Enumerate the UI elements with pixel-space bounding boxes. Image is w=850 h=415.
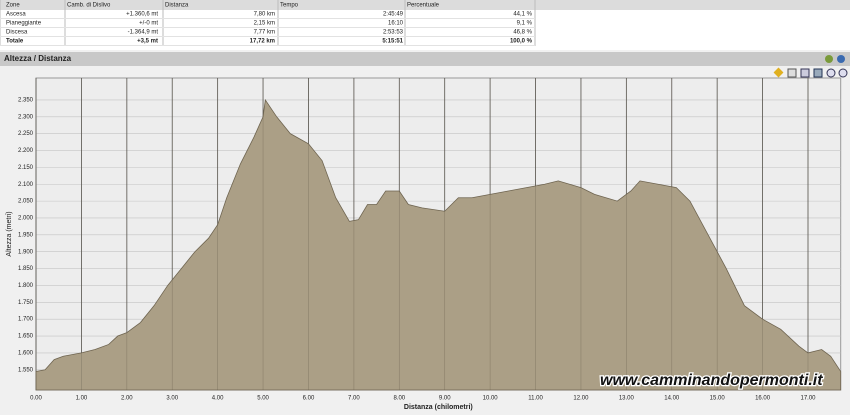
tool-icon[interactable] <box>800 68 810 78</box>
x-tick-label: 0.00 <box>30 396 42 402</box>
x-tick-label: 4.00 <box>212 396 224 402</box>
y-tick-label: 1.550 <box>18 367 34 373</box>
table-cell: +3,5 mt <box>137 39 158 45</box>
y-tick-label: 1.600 <box>18 350 34 356</box>
table-cell: 2:45:49 <box>383 12 404 18</box>
table-cell: 7,80 km <box>254 12 275 18</box>
table-header: Camb. di Dislivo <box>67 3 111 9</box>
y-tick-label: 1.800 <box>18 283 34 289</box>
table-cell: Pianeggiante <box>6 21 42 27</box>
y-tick-label: 2.100 <box>18 182 34 188</box>
table-cell: Discesa <box>6 30 28 36</box>
y-tick-label: 2.300 <box>18 114 34 120</box>
table-cell: 100,0 % <box>510 39 533 45</box>
x-tick-label: 3.00 <box>166 396 178 402</box>
table-cell: 5:15:51 <box>382 39 403 45</box>
y-tick-label: 1.650 <box>18 334 34 340</box>
y-tick-label: 2.000 <box>18 216 34 222</box>
table-cell: 44,1 % <box>513 12 532 18</box>
elevation-area <box>35 98 842 391</box>
y-tick-label: 2.150 <box>18 165 34 171</box>
x-tick-label: 5.00 <box>257 396 269 402</box>
table-cell: 9,1 % <box>517 21 533 27</box>
table-cell: 16:10 <box>388 21 404 27</box>
table-header-bg <box>0 0 850 10</box>
table-header: Tempo <box>280 3 299 9</box>
y-tick-label: 1.900 <box>18 249 34 255</box>
x-tick-label: 14.00 <box>664 396 680 402</box>
x-tick-label: 13.00 <box>619 396 635 402</box>
icon-button[interactable] <box>825 55 833 63</box>
table-header: Zone <box>6 3 20 9</box>
icon-button[interactable] <box>837 55 845 63</box>
x-tick-label: 10.00 <box>483 396 499 402</box>
tool-icon[interactable] <box>813 68 823 78</box>
x-tick-label: 17.00 <box>800 396 816 402</box>
tool-icon[interactable] <box>838 68 848 78</box>
toolbar <box>773 67 848 78</box>
tool-icon[interactable] <box>826 68 836 78</box>
y-tick-label: 2.350 <box>18 98 34 104</box>
table-cell: 7,77 km <box>254 30 275 36</box>
y-tick-label: 1.850 <box>18 266 34 272</box>
table-cell: Totale <box>6 39 24 45</box>
table-cell: +/-0 mt <box>139 21 158 27</box>
table-cell: 17,72 km <box>250 39 275 45</box>
table-header: Percentuale <box>407 3 440 9</box>
table-cell: Ascesa <box>6 12 26 18</box>
table-cell: -1.364,9 mt <box>128 30 159 36</box>
x-tick-label: 2.00 <box>121 396 133 402</box>
y-tick-label: 2.200 <box>18 148 34 154</box>
panel-titlebar <box>0 52 850 66</box>
x-tick-label: 12.00 <box>573 396 589 402</box>
x-tick-label: 1.00 <box>76 396 88 402</box>
x-tick-label: 6.00 <box>303 396 315 402</box>
y-axis-label: Altezza (metri) <box>6 211 13 256</box>
panel-title: Altezza / Distanza <box>4 54 72 63</box>
x-tick-label: 7.00 <box>348 396 360 402</box>
y-tick-label: 1.950 <box>18 232 34 238</box>
x-axis-label: Distanza (chilometri) <box>404 404 473 411</box>
table-cell: 2:53:53 <box>383 30 404 36</box>
y-tick-label: 2.250 <box>18 131 34 137</box>
x-tick-label: 11.00 <box>528 396 543 402</box>
y-tick-label: 1.700 <box>18 317 34 323</box>
tool-icon[interactable] <box>773 67 784 78</box>
tool-icon[interactable] <box>787 68 797 78</box>
y-tick-label: 2.050 <box>18 199 34 205</box>
x-tick-label: 9.00 <box>439 396 451 402</box>
x-tick-label: 15.00 <box>710 396 726 402</box>
table-cell: 2,15 km <box>254 21 275 27</box>
watermark: www.camminandopermonti.it <box>600 372 823 389</box>
x-tick-label: 16.00 <box>755 396 771 402</box>
table-cell: 46,8 % <box>513 30 532 36</box>
table-header: Distanza <box>165 3 189 9</box>
table-cell: +1.360,6 mt <box>126 12 158 18</box>
y-tick-label: 1.750 <box>18 300 34 306</box>
x-tick-label: 8.00 <box>393 396 405 402</box>
